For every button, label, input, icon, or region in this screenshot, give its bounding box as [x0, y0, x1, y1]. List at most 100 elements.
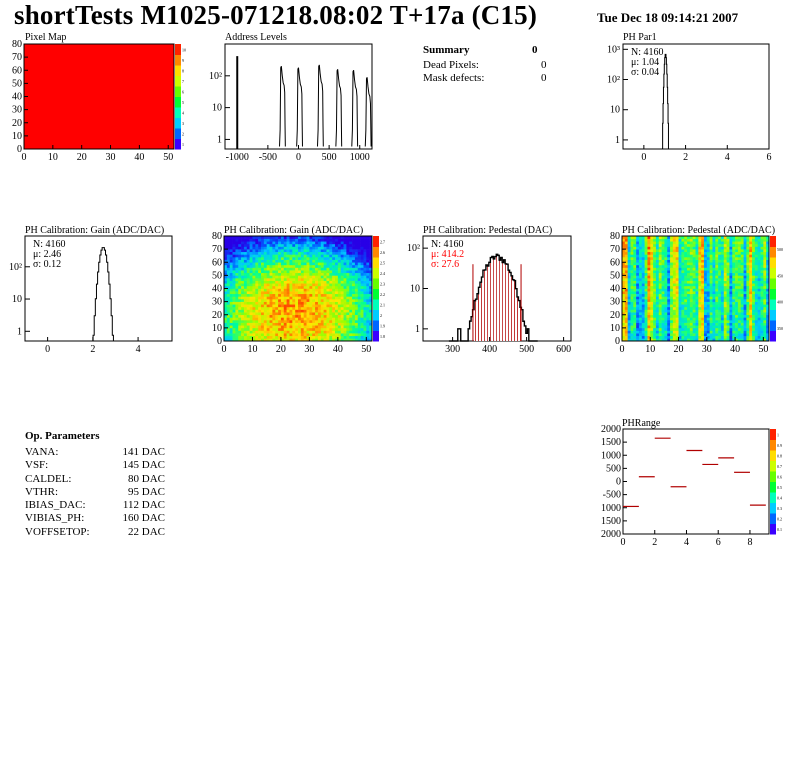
heatmap-cell [766, 322, 770, 326]
heatmap-cell [703, 317, 708, 321]
heatmap-cell [638, 304, 643, 308]
heatmap-cell [312, 262, 316, 266]
heatmap-cell [335, 243, 339, 247]
heatmap-cell [326, 259, 330, 263]
heatmap-cell [757, 312, 761, 316]
heatmap-cell [667, 325, 671, 329]
heatmap-cell [766, 243, 770, 247]
heatmap-cell [675, 241, 679, 245]
heatmap-cell [692, 243, 696, 247]
heatmap-cell [280, 314, 285, 318]
heatmap-cell [312, 285, 316, 289]
heatmap-cell [627, 275, 631, 279]
heatmap-cell [238, 246, 242, 250]
heatmap-cell [340, 249, 344, 253]
heatmap-cell [636, 291, 640, 295]
heatmap-cell [229, 280, 233, 284]
histogram-bin-fill [499, 260, 501, 341]
heatmap-cell [701, 293, 705, 297]
heatmap-cell [286, 317, 290, 321]
heatmap-cell [337, 330, 341, 334]
heatmap-cell [226, 333, 230, 337]
heatmap-cell [332, 314, 336, 318]
heatmap-cell [278, 264, 282, 268]
heatmap-cell [735, 278, 739, 281]
heatmap-cell [735, 330, 739, 334]
heatmap-cell [664, 249, 668, 253]
heatmap-cell [346, 270, 350, 274]
heatmap-cell [701, 262, 705, 266]
heatmap-cell [624, 333, 628, 337]
heatmap-cell [743, 262, 747, 266]
heatmap-cell [346, 259, 350, 263]
heatmap-cell [229, 322, 233, 326]
op-param-row: IBIAS_DAC: 112 DAC [25, 499, 165, 512]
heatmap-cell [306, 262, 310, 266]
heatmap-cell [687, 333, 691, 337]
heatmap-cell [238, 306, 242, 310]
heatmap-cell [292, 257, 296, 260]
heatmap-cell [255, 259, 259, 263]
zscale-label: 0.8 [777, 453, 782, 458]
heatmap-cell [317, 301, 322, 305]
heatmap-cell [337, 241, 341, 245]
heatmap-cell [337, 262, 341, 266]
heatmap-cell [653, 251, 657, 255]
heatmap-cell [224, 241, 228, 245]
heatmap-cell [337, 280, 341, 284]
heatmap-cell [675, 333, 679, 337]
heatmap-cell [246, 236, 250, 239]
heatmap-cell [229, 330, 233, 334]
heatmap-cell [757, 251, 761, 255]
heatmap-cell [320, 288, 324, 292]
heatmap-cell [246, 309, 250, 313]
heatmap-cell [760, 306, 764, 310]
heatmap-cell [332, 335, 336, 339]
heatmap-cell [684, 257, 688, 260]
heatmap-cell [737, 335, 742, 339]
heatmap-cell [354, 314, 359, 318]
heatmap-cell [670, 267, 674, 271]
heatmap-cell [763, 270, 767, 274]
heatmap-cell [641, 236, 645, 239]
heatmap-cell [323, 304, 327, 308]
heatmap-cell [255, 275, 259, 279]
heatmap-cell [746, 309, 750, 313]
heatmap-cell [275, 251, 279, 255]
heatmap-cell [752, 296, 756, 300]
heatmap-cell [346, 283, 350, 287]
heatmap-cell [701, 264, 705, 268]
heatmap-cell [306, 270, 310, 274]
heatmap-cell [246, 325, 250, 329]
heatmap-cell [692, 312, 696, 316]
heatmap-cell [312, 243, 316, 247]
x-tick-label: 20 [77, 152, 87, 163]
heatmap-cell [283, 296, 287, 300]
heatmap-cell [289, 264, 293, 268]
y-tick-label: 1000 [601, 503, 621, 514]
heatmap-cell [354, 285, 359, 289]
heatmap-cell [275, 304, 279, 308]
heatmap-cell [255, 288, 259, 292]
heatmap-cell [701, 338, 705, 342]
heatmap-cell [300, 246, 304, 250]
heatmap-cell [754, 335, 758, 339]
heatmap-cell [720, 236, 725, 239]
heatmap-cell [740, 306, 744, 310]
heatmap-cell [667, 243, 671, 247]
heatmap-cell [320, 264, 324, 268]
heatmap-cell [678, 306, 682, 310]
heatmap-cell [229, 283, 233, 287]
heatmap-cell [752, 254, 756, 258]
heatmap-cell [329, 241, 333, 245]
heatmap-cell [340, 312, 344, 316]
heatmap-cell [300, 299, 304, 302]
heatmap-cell [255, 338, 259, 342]
heatmap-cell [306, 314, 310, 318]
heatmap-cell [638, 257, 643, 260]
heatmap-cell [689, 246, 693, 250]
heatmap-cell [292, 288, 296, 292]
op-param-label: VIBIAS_PH: [25, 512, 85, 525]
heatmap-cell [729, 325, 733, 329]
heatmap-cell [360, 236, 364, 239]
